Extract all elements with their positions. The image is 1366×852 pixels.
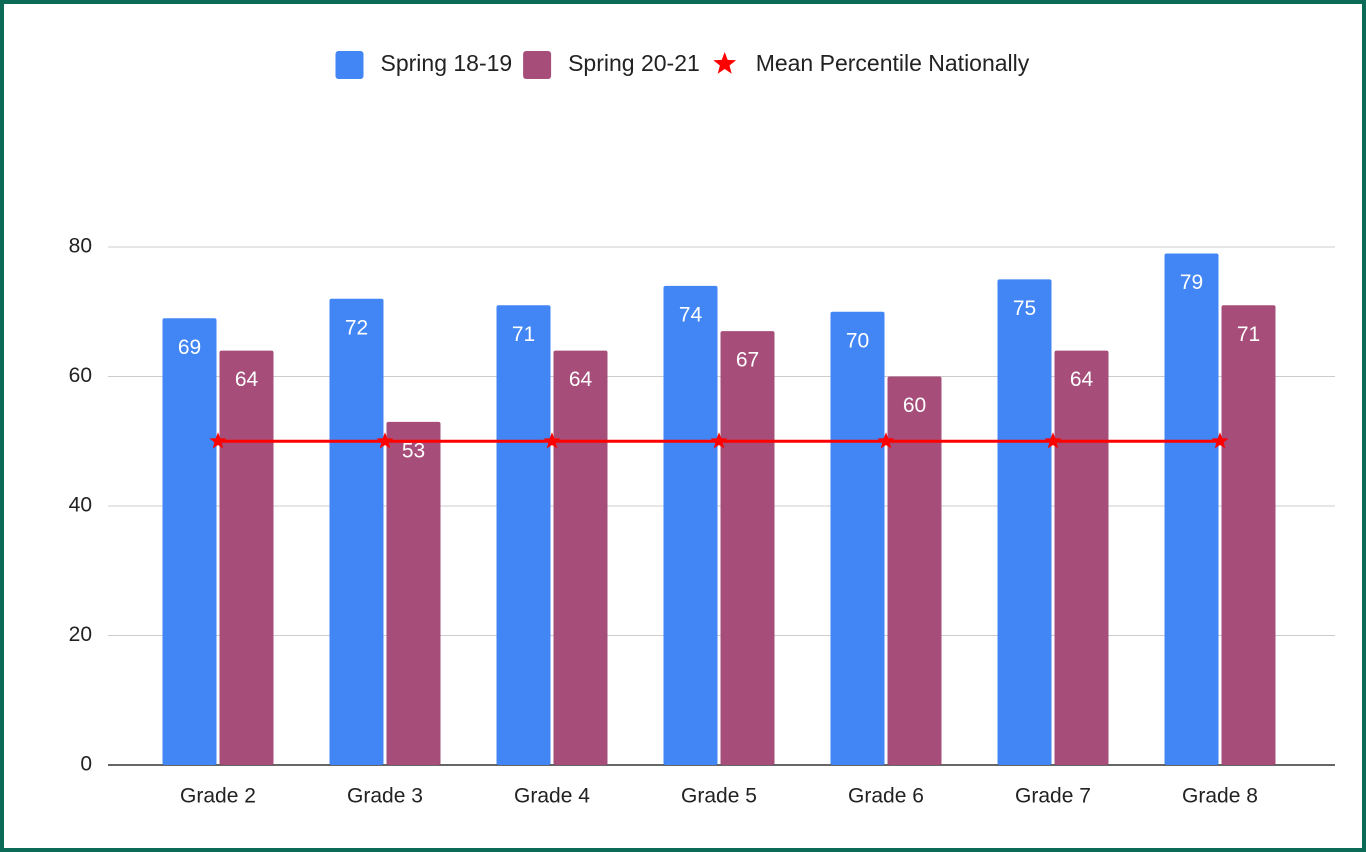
y-tick-label: 80 (69, 235, 92, 258)
star-marker (1211, 432, 1229, 449)
bar (830, 311, 885, 765)
data-label: 71 (1237, 323, 1260, 346)
bar (329, 298, 384, 765)
bar (887, 376, 942, 765)
bar (496, 305, 551, 765)
bar (720, 331, 775, 765)
y-tick-label: 60 (69, 364, 92, 387)
star-marker (209, 432, 227, 449)
data-label: 69 (178, 336, 201, 359)
data-label: 64 (1070, 368, 1094, 391)
x-tick-label: Grade 3 (347, 785, 423, 808)
data-label: 74 (679, 303, 703, 326)
bar (1164, 253, 1219, 765)
star-marker (877, 432, 895, 449)
data-label: 70 (846, 329, 869, 352)
star-marker (1044, 432, 1062, 449)
legend-swatch (523, 51, 552, 79)
legend-label: Spring 20-21 (568, 50, 700, 76)
y-tick-label: 0 (80, 753, 92, 776)
legend-swatch (335, 51, 364, 79)
data-label: 64 (569, 368, 593, 391)
legend-swatch (713, 52, 737, 74)
data-label: 64 (235, 368, 259, 391)
x-tick-label: Grade 8 (1182, 785, 1258, 808)
bar (553, 350, 608, 765)
x-tick-label: Grade 4 (514, 785, 590, 808)
data-label: 60 (903, 394, 926, 417)
bar (663, 285, 718, 765)
data-label: 67 (736, 349, 759, 372)
data-label: 79 (1180, 271, 1203, 294)
bar (1054, 350, 1109, 765)
x-tick-label: Grade 6 (848, 785, 924, 808)
x-tick-label: Grade 5 (681, 785, 757, 808)
x-tick-label: Grade 2 (180, 785, 256, 808)
y-tick-label: 40 (69, 494, 92, 517)
data-label: 72 (345, 316, 368, 339)
star-marker (710, 432, 728, 449)
legend-label: Spring 18-19 (381, 50, 513, 76)
bar (386, 421, 441, 765)
legend-label: Mean Percentile Nationally (756, 50, 1030, 76)
star-marker (543, 432, 561, 449)
data-label: 71 (512, 323, 535, 346)
y-tick-label: 20 (69, 623, 92, 646)
data-label: 75 (1013, 297, 1036, 320)
bar (162, 318, 217, 765)
star-marker (376, 432, 394, 449)
legend: Spring 18-19 Spring 20-21 Mean Percentile … (335, 50, 1030, 79)
data-label: 53 (402, 439, 425, 462)
x-tick-label: Grade 7 (1015, 785, 1091, 808)
bar (219, 350, 274, 765)
bar (1221, 305, 1276, 765)
bar (997, 279, 1052, 765)
